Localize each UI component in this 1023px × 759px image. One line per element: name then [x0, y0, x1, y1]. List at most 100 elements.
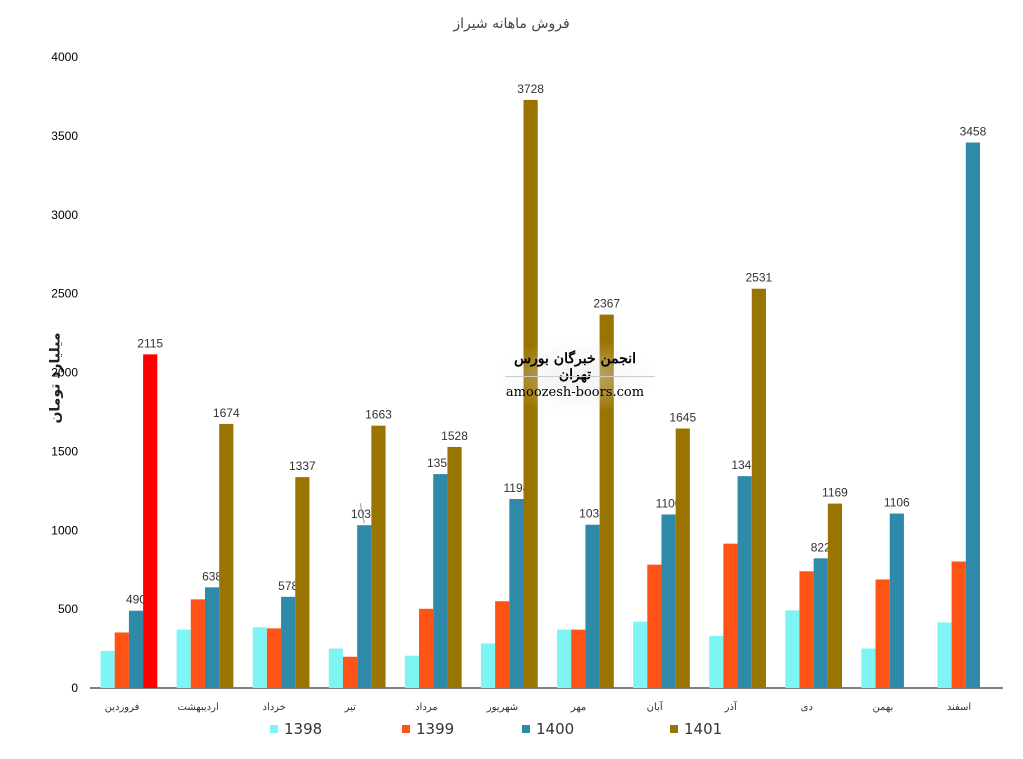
data-label: 490 [126, 593, 146, 607]
bar-1398 [328, 648, 343, 688]
legend-label: 1401 [684, 720, 723, 738]
bar-1398 [252, 627, 267, 688]
x-tick-label: خرداد [263, 702, 286, 713]
y-tick-label: 3000 [51, 208, 78, 222]
x-tick-label: اردیبهشت [178, 702, 219, 713]
bar-1398 [176, 629, 191, 688]
bar-1399 [723, 543, 738, 688]
bar-1401 [447, 446, 462, 688]
y-tick-label: 500 [58, 602, 78, 616]
bar-1400 [661, 514, 676, 688]
legend-label: 1400 [536, 720, 575, 738]
data-label: 2531 [746, 271, 773, 285]
y-tick-label: 3500 [51, 129, 78, 143]
bar-1398 [861, 648, 876, 688]
bar-1400 [965, 142, 981, 689]
bar-1399 [951, 561, 966, 688]
watermark-url: amoozesh-boors.com [505, 385, 645, 400]
bar-1400 [585, 524, 600, 688]
bar-1398 [404, 655, 420, 688]
bar-1398 [785, 610, 800, 688]
data-label: 1356 [427, 456, 454, 470]
data-label: 1198 [504, 481, 530, 495]
bar-1399 [875, 579, 890, 688]
y-tick-label: 0 [71, 681, 78, 695]
bar-1398 [557, 629, 572, 688]
bar-1400 [433, 474, 448, 688]
x-tick-label: آبان [647, 700, 664, 713]
bar-1401 [751, 288, 766, 688]
bar-1398 [709, 635, 724, 688]
x-tick-label: شهریور [486, 702, 518, 713]
y-tick-label: 2500 [51, 287, 78, 301]
data-label: 1663 [365, 408, 392, 422]
legend-item-1398: 1398 [270, 720, 322, 738]
bar-1401 [219, 423, 234, 688]
bar-1398 [100, 650, 115, 688]
data-label: 3458 [960, 125, 987, 139]
data-label: 822 [811, 540, 831, 554]
data-label: 578 [278, 579, 298, 593]
data-label: 1645 [669, 411, 696, 425]
x-tick-label: فروردین [105, 702, 140, 713]
legend-swatch [670, 725, 678, 733]
data-label: 1100 [656, 496, 682, 510]
data-label: 2115 [137, 336, 163, 350]
legend-item-1400: 1400 [522, 720, 574, 738]
bar-1399 [342, 656, 358, 688]
data-label: 2367 [593, 297, 620, 311]
bar-1400 [128, 610, 144, 688]
data-label: 1035 [579, 507, 606, 521]
bar-1400 [509, 499, 524, 688]
chart-title: فروش ماهانه شیراز [453, 16, 570, 32]
legend-swatch [522, 725, 530, 733]
data-label: 3728 [517, 82, 544, 96]
data-label: 1674 [213, 406, 240, 420]
data-label: 638 [202, 569, 222, 583]
y-tick-label: 2000 [51, 366, 78, 380]
data-label: 1106 [884, 496, 910, 510]
x-tick-label: اسفند [947, 702, 971, 713]
x-tick-label: مهر [570, 702, 586, 713]
y-tick-label: 1500 [51, 444, 78, 458]
label-leader-line [359, 503, 365, 524]
y-tick-label: 4000 [51, 50, 78, 64]
data-label: 1343 [731, 458, 758, 472]
bar-1400 [813, 558, 828, 688]
legend-item-1399: 1399 [402, 720, 454, 738]
bar-1400 [889, 513, 904, 688]
bar-1400 [281, 596, 296, 688]
bar-1399 [114, 632, 129, 688]
bar-1398 [480, 643, 496, 688]
x-tick-label: بهمن [872, 702, 893, 713]
bar-1399 [647, 564, 662, 688]
bar-1400 [357, 525, 372, 688]
x-tick-label: مرداد [415, 702, 438, 713]
bar-1399 [495, 601, 510, 688]
bar-1401 [827, 503, 843, 688]
bar-1399 [419, 608, 434, 688]
legend-label: 1399 [416, 720, 455, 738]
bar-1401 [371, 425, 386, 688]
data-label: 1032 [351, 507, 378, 521]
legend-item-1401: 1401 [670, 720, 722, 738]
data-label: 1337 [289, 459, 316, 473]
bar-1398 [937, 622, 952, 688]
watermark-title: انجمن خبرگان بورس تهران [513, 351, 637, 383]
legend-swatch [402, 725, 410, 733]
data-label: 1169 [822, 486, 848, 500]
y-tick-label: 1000 [51, 523, 78, 537]
legend: 1398 1399 1400 1401 [0, 720, 1023, 742]
bar-1399 [266, 628, 282, 688]
x-tick-label: تیر [344, 702, 357, 713]
watermark: انجمن خبرگان بورس تهران amoozesh-boors.c… [495, 339, 660, 414]
bar-1399 [571, 629, 586, 688]
data-label: 1528 [441, 429, 468, 443]
legend-swatch [270, 725, 278, 733]
x-tick-label: آذر [724, 700, 738, 713]
bar-1401 [143, 354, 158, 688]
bar-1401 [675, 428, 690, 688]
bar-1400 [204, 587, 220, 688]
bar-1400 [737, 476, 752, 688]
